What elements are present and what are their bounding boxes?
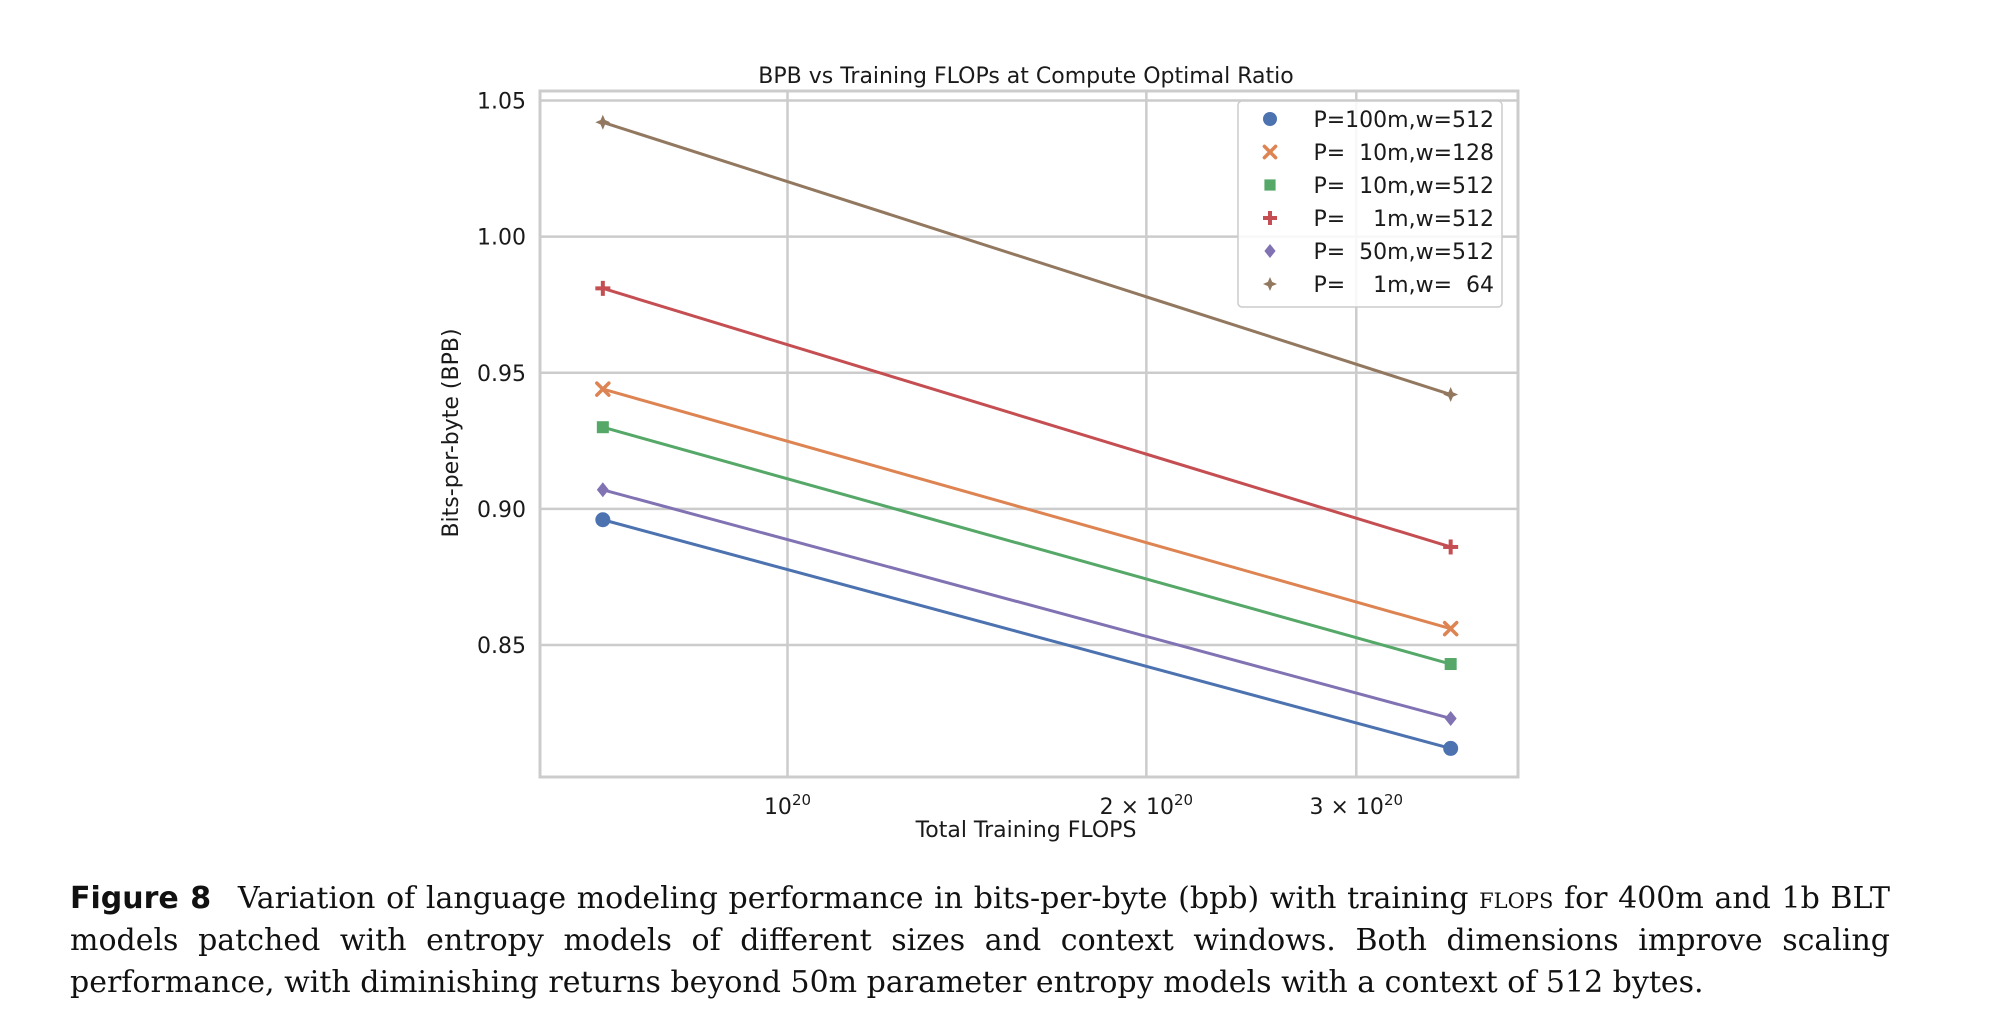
caption-text-part2: for 400m and 1b BLT models patched with … [70, 881, 1890, 1000]
x-marker-stroke [595, 381, 611, 397]
data-point-series-6 [1443, 387, 1459, 403]
series-line-6 [602, 120, 1452, 396]
data-point-series-5 [596, 482, 609, 498]
x-marker-stroke [1442, 620, 1459, 637]
caption-smallcaps-term: flops [1479, 881, 1554, 916]
chart-container: BPB vs Training FLOPs at Compute Optimal… [70, 64, 1890, 1000]
data-point-series-3 [1444, 658, 1457, 671]
y-tick-label: 1.00 [477, 226, 526, 251]
legend-marker [1264, 244, 1276, 258]
series-line-5 [602, 488, 1452, 720]
x-tick-label: 3 × 1020 [1310, 791, 1404, 820]
data-point-series-3 [596, 421, 609, 434]
data-point-series-4 [1443, 539, 1459, 555]
legend-label: P= 1m,w= 64 [1313, 273, 1494, 298]
legend-marker [1263, 112, 1277, 126]
legend-label: P= 10m,w=128 [1313, 141, 1494, 166]
legend-marker [1262, 144, 1278, 160]
legend-label: P=100m,w=512 [1313, 108, 1494, 133]
legend-box [1237, 100, 1503, 308]
figure-label: Figure 8 [70, 881, 212, 916]
y-tick-label: 0.85 [477, 634, 526, 659]
y-tick-label: 0.90 [477, 498, 526, 523]
data-point-series-4 [595, 280, 611, 296]
chart-title: BPB vs Training FLOPs at Compute Optimal… [758, 64, 1293, 89]
y-tick-label: 1.05 [477, 90, 526, 115]
legend-label: P= 1m,w=512 [1313, 207, 1494, 232]
legend-label: P= 50m,w=512 [1313, 240, 1494, 265]
caption-text-part1: Variation of language modeling performan… [237, 881, 1469, 916]
series-line-4 [602, 286, 1452, 549]
data-point-series-5 [1444, 710, 1457, 726]
line-chart: BPB vs Training FLOPs at Compute Optimal… [439, 64, 1520, 843]
data-point-series-6 [595, 114, 611, 130]
legend-marker [1264, 179, 1276, 191]
series-line-3 [602, 425, 1452, 666]
legend-label: P= 10m,w=512 [1313, 174, 1494, 199]
series-line-2 [602, 387, 1452, 631]
x-marker-stroke [1262, 144, 1278, 160]
x-axis-label: Total Training FLOPS [915, 818, 1137, 843]
y-axis-label: Bits-per-byte (BPB) [439, 328, 464, 537]
plot-frame [538, 89, 1520, 779]
legend-marker [1263, 277, 1277, 291]
x-tick-label: 1020 [764, 791, 811, 820]
y-tick-label: 0.95 [477, 362, 526, 387]
data-point-series-1 [1443, 740, 1459, 756]
legend-marker [1263, 211, 1277, 225]
data-point-series-2 [595, 381, 611, 397]
legend: P=100m,w=512 P= 10m,w=128 P= 10m,w=512 P= 1… [1237, 100, 1503, 308]
data-point-series-2 [1442, 620, 1459, 637]
figure-caption: Figure 8 Variation of language modeling … [70, 878, 1890, 1004]
x-tick-label: 2 × 1020 [1100, 791, 1194, 820]
series-line-1 [602, 518, 1452, 750]
data-point-series-1 [595, 512, 611, 528]
